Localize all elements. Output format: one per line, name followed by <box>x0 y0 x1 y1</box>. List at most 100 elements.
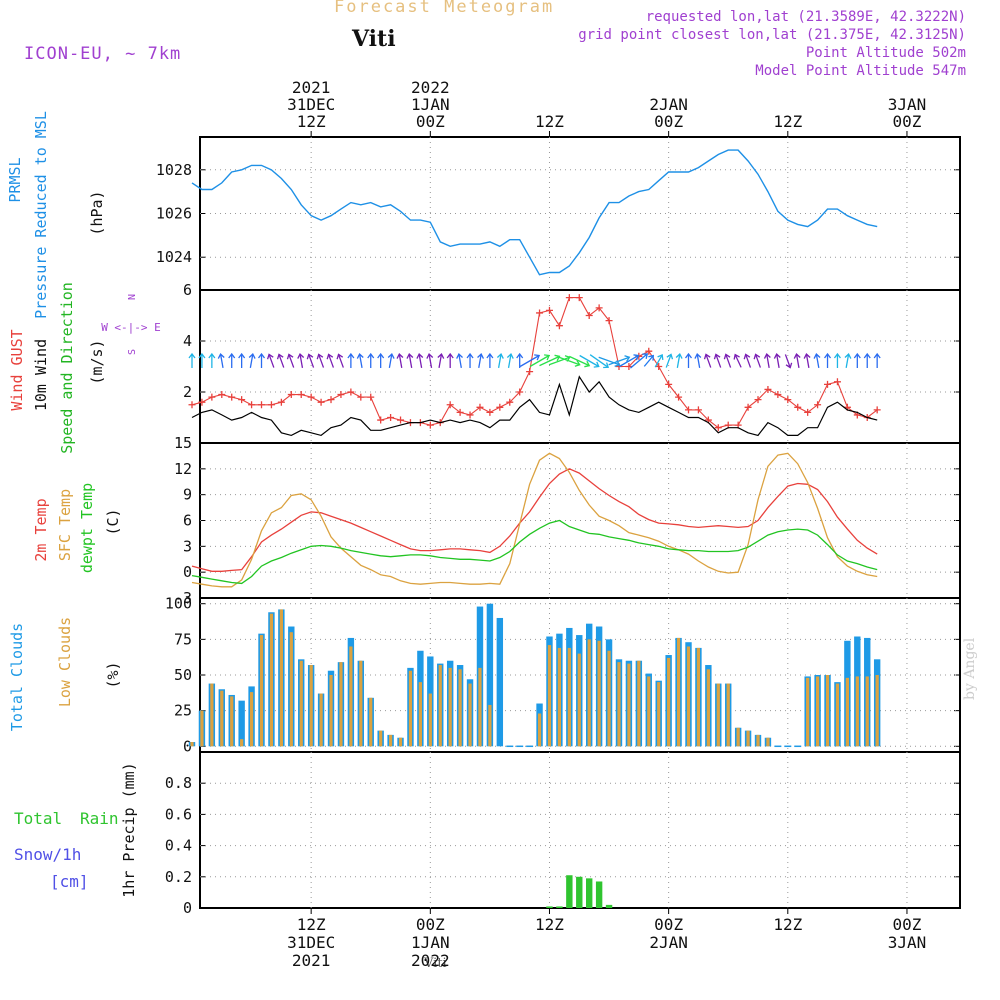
low-cloud-bar <box>667 657 671 747</box>
low-cloud-bar <box>815 676 820 747</box>
wind-arrow <box>336 353 344 368</box>
gust-marker <box>228 393 236 401</box>
time-label-top: 2021 <box>292 78 331 97</box>
wind-arrow <box>426 353 434 369</box>
label-speed-direction: Speed and Direction <box>58 282 76 454</box>
rain-bar <box>586 878 593 908</box>
y-tick-label: 9 <box>183 486 192 504</box>
wind-arrow <box>406 353 414 369</box>
gust-marker <box>625 363 633 370</box>
gust-marker <box>655 363 663 370</box>
wind-arrow <box>654 353 664 368</box>
low-cloud-bar <box>259 635 264 747</box>
gust-marker <box>675 393 683 401</box>
pressure-line <box>191 149 878 276</box>
y-tick-label: 100 <box>165 595 192 613</box>
low-cloud-bar <box>577 653 581 747</box>
wind-arrow <box>347 352 355 368</box>
total-cloud-bar <box>486 603 494 747</box>
wind-arrow <box>437 353 445 369</box>
wind-arrow <box>297 353 305 369</box>
wind-arrow <box>367 352 375 368</box>
low-cloud-bar <box>736 727 740 747</box>
low-cloud-bar <box>597 640 601 747</box>
wind-arrow <box>665 353 674 368</box>
time-label-top: 3JAN <box>888 95 927 114</box>
y-tick-label: 6 <box>183 512 192 530</box>
low-cloud-bar <box>438 665 442 747</box>
wind-arrow <box>238 352 246 368</box>
y-tick-label: 1026 <box>156 205 192 223</box>
time-label-top: 31DEC <box>287 95 335 114</box>
low-cloud-bar <box>617 662 621 747</box>
low-cloud-bar <box>299 660 303 747</box>
gust-marker <box>685 406 692 414</box>
low-cloud-bar <box>428 693 432 747</box>
low-cloud-bar <box>418 682 422 747</box>
y-tick-label: 0 <box>183 899 192 917</box>
gust-marker <box>188 401 196 409</box>
time-label-top: 12Z <box>535 112 564 131</box>
gust-marker <box>804 408 812 416</box>
sfc-temp-line <box>191 452 878 588</box>
gust-marker <box>545 306 553 314</box>
wind-arrow <box>863 352 871 368</box>
low-cloud-bar <box>875 675 879 747</box>
wind-arrow <box>743 353 752 368</box>
wind-arrow <box>356 353 364 369</box>
time-label-bottom: 12Z <box>535 915 564 934</box>
gust-marker <box>377 416 385 424</box>
wind-arrow <box>529 354 551 368</box>
gust-marker <box>317 398 325 406</box>
wind-arrow <box>306 353 315 368</box>
time-label-bottom: 12Z <box>297 915 326 934</box>
temp-2m-line <box>191 468 878 572</box>
low-cloud-bar <box>627 663 631 747</box>
y-tick-label: 75 <box>174 630 192 648</box>
wind-speed-line <box>191 375 878 437</box>
low-cloud-bar <box>339 662 343 747</box>
label-percent: (%) <box>104 661 122 688</box>
label-rain: Rain <box>80 809 119 828</box>
label-total-clouds: Total Clouds <box>8 623 26 731</box>
low-cloud-bar <box>766 737 770 747</box>
wind-arrow <box>198 352 206 368</box>
gust-marker <box>555 322 563 330</box>
gust-marker <box>198 398 206 406</box>
low-cloud-bar <box>329 675 333 747</box>
wind-arrow <box>803 353 811 369</box>
gust-marker <box>536 309 544 317</box>
low-cloud-bar <box>349 646 353 747</box>
low-cloud-bar <box>845 677 849 747</box>
low-cloud-bar <box>547 645 552 747</box>
wind-arrow <box>684 352 693 368</box>
y-tick-label: 0.2 <box>165 868 192 886</box>
time-label-top: 12Z <box>297 112 326 131</box>
time-label-bottom: 00Z <box>893 915 922 934</box>
low-cloud-bar <box>249 692 254 747</box>
wind-arrow <box>257 352 266 368</box>
low-cloud-bar <box>379 730 383 747</box>
wind-arrow <box>813 353 821 369</box>
wind-arrow <box>266 353 275 368</box>
time-label-top: 1JAN <box>411 95 450 114</box>
wind-arrow <box>326 353 335 368</box>
wind-arrow <box>713 353 722 368</box>
time-label-bottom: 12Z <box>773 915 802 934</box>
wind-arrow <box>589 354 610 369</box>
gust-marker <box>565 294 573 302</box>
wind-arrow <box>608 355 631 366</box>
gust-marker <box>784 396 792 404</box>
gust-marker <box>387 414 395 421</box>
low-cloud-bar <box>220 690 224 747</box>
wind-arrow <box>833 352 841 368</box>
wind-arrow <box>853 352 861 368</box>
time-label-bottom: 3JAN <box>888 933 927 952</box>
label-celsius: (C) <box>104 508 122 535</box>
gust-marker <box>595 304 603 312</box>
low-cloud-bar <box>289 632 293 747</box>
y-tick-label: 0.8 <box>165 774 192 792</box>
wind-arrow <box>387 353 395 369</box>
gust-marker <box>714 424 722 432</box>
compass-n: N <box>127 294 138 300</box>
